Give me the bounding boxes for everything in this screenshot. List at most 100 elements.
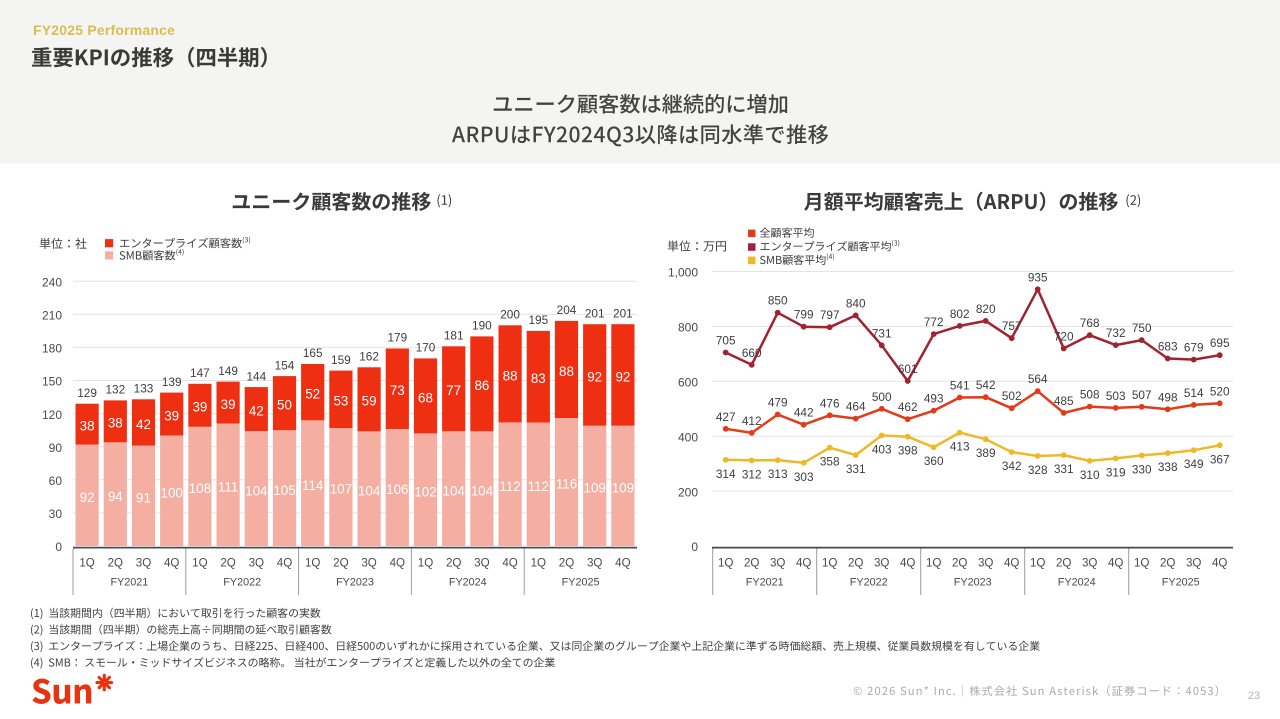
svg-text:768: 768	[1080, 316, 1100, 330]
svg-text:3Q: 3Q	[978, 556, 993, 569]
svg-text:FY2021: FY2021	[746, 577, 784, 589]
svg-text:479: 479	[768, 396, 788, 410]
svg-text:1Q: 1Q	[1030, 556, 1045, 569]
svg-text:3Q: 3Q	[136, 556, 151, 569]
svg-text:427: 427	[716, 410, 736, 424]
svg-text:50: 50	[277, 398, 292, 413]
svg-text:772: 772	[924, 315, 944, 329]
svg-text:108: 108	[189, 481, 211, 496]
svg-text:514: 514	[1184, 386, 1204, 400]
svg-text:542: 542	[976, 378, 996, 392]
svg-text:464: 464	[846, 400, 866, 414]
svg-text:312: 312	[742, 467, 762, 481]
svg-text:2Q: 2Q	[744, 556, 759, 569]
svg-text:732: 732	[1106, 326, 1126, 340]
svg-text:797: 797	[820, 308, 840, 322]
svg-text:52: 52	[305, 387, 320, 402]
svg-text:116: 116	[556, 477, 577, 492]
svg-text:840: 840	[846, 296, 866, 310]
svg-text:2Q: 2Q	[848, 556, 863, 569]
svg-text:90: 90	[49, 441, 63, 455]
svg-text:679: 679	[1184, 341, 1204, 355]
svg-text:2Q: 2Q	[952, 556, 967, 569]
svg-text:498: 498	[1158, 390, 1178, 404]
svg-text:601: 601	[898, 362, 918, 376]
svg-text:330: 330	[1132, 462, 1152, 476]
svg-text:398: 398	[898, 444, 918, 458]
svg-text:0: 0	[55, 540, 62, 554]
svg-text:107: 107	[330, 482, 352, 497]
svg-text:92: 92	[615, 369, 630, 384]
svg-text:4Q: 4Q	[796, 556, 811, 569]
svg-text:170: 170	[416, 341, 436, 355]
svg-text:1Q: 1Q	[531, 556, 546, 569]
svg-text:400: 400	[678, 430, 698, 444]
svg-text:FY2025 Performance: FY2025 Performance	[33, 22, 175, 38]
svg-text:201: 201	[613, 306, 633, 320]
svg-text:413: 413	[950, 440, 970, 454]
svg-text:91: 91	[136, 491, 151, 506]
svg-text:109: 109	[584, 481, 606, 496]
svg-text:139: 139	[162, 375, 182, 389]
svg-text:3Q: 3Q	[249, 556, 264, 569]
svg-text:520: 520	[1210, 384, 1230, 398]
svg-text:1Q: 1Q	[418, 556, 433, 569]
svg-text:FY2022: FY2022	[223, 577, 261, 589]
svg-text:180: 180	[42, 342, 62, 356]
svg-text:935: 935	[1028, 270, 1048, 284]
svg-text:FY2025: FY2025	[562, 577, 600, 589]
svg-text:802: 802	[950, 307, 970, 321]
svg-text:799: 799	[794, 308, 814, 322]
svg-text:750: 750	[1132, 321, 1152, 335]
svg-text:112: 112	[528, 479, 549, 494]
svg-text:83: 83	[531, 371, 546, 386]
svg-text:FY2024: FY2024	[449, 577, 487, 589]
svg-text:1Q: 1Q	[305, 556, 320, 569]
svg-text:314: 314	[716, 467, 736, 481]
svg-text:104: 104	[245, 483, 268, 498]
svg-text:73: 73	[390, 383, 405, 398]
svg-text:195: 195	[528, 313, 548, 327]
svg-text:154: 154	[275, 358, 295, 372]
svg-text:150: 150	[42, 375, 62, 389]
svg-text:114: 114	[302, 478, 324, 493]
svg-text:476: 476	[820, 396, 840, 410]
svg-text:3Q: 3Q	[474, 556, 489, 569]
svg-text:3Q: 3Q	[874, 556, 889, 569]
svg-text:132: 132	[105, 383, 125, 397]
svg-text:FY2021: FY2021	[110, 577, 148, 589]
svg-text:105: 105	[273, 483, 295, 498]
svg-text:102: 102	[414, 484, 436, 499]
svg-text:68: 68	[418, 390, 433, 405]
svg-text:1Q: 1Q	[718, 556, 733, 569]
svg-text:493: 493	[924, 392, 944, 406]
svg-text:100: 100	[161, 486, 183, 501]
svg-text:1Q: 1Q	[926, 556, 941, 569]
svg-text:144: 144	[246, 369, 266, 383]
svg-text:179: 179	[387, 331, 407, 345]
svg-text:200: 200	[500, 308, 520, 322]
svg-text:349: 349	[1184, 457, 1204, 471]
svg-text:660: 660	[742, 346, 762, 360]
svg-text:358: 358	[820, 455, 840, 469]
svg-text:731: 731	[872, 326, 892, 340]
svg-text:331: 331	[846, 462, 866, 476]
svg-text:181: 181	[444, 329, 464, 343]
svg-text:850: 850	[768, 294, 788, 308]
svg-text:190: 190	[472, 319, 492, 333]
svg-text:502: 502	[1002, 389, 1022, 403]
svg-text:2Q: 2Q	[108, 556, 123, 569]
svg-text:2Q: 2Q	[333, 556, 348, 569]
svg-text:92: 92	[80, 490, 95, 505]
svg-text:129: 129	[77, 386, 97, 400]
svg-text:FY2023: FY2023	[954, 577, 992, 589]
svg-text:38: 38	[108, 416, 123, 431]
svg-text:1Q: 1Q	[192, 556, 207, 569]
svg-text:3Q: 3Q	[770, 556, 785, 569]
svg-text:389: 389	[976, 446, 996, 460]
svg-text:59: 59	[362, 394, 377, 409]
svg-text:328: 328	[1028, 463, 1048, 477]
svg-text:FY2024: FY2024	[1058, 577, 1096, 589]
svg-text:507: 507	[1132, 388, 1152, 402]
svg-text:104: 104	[358, 483, 381, 498]
